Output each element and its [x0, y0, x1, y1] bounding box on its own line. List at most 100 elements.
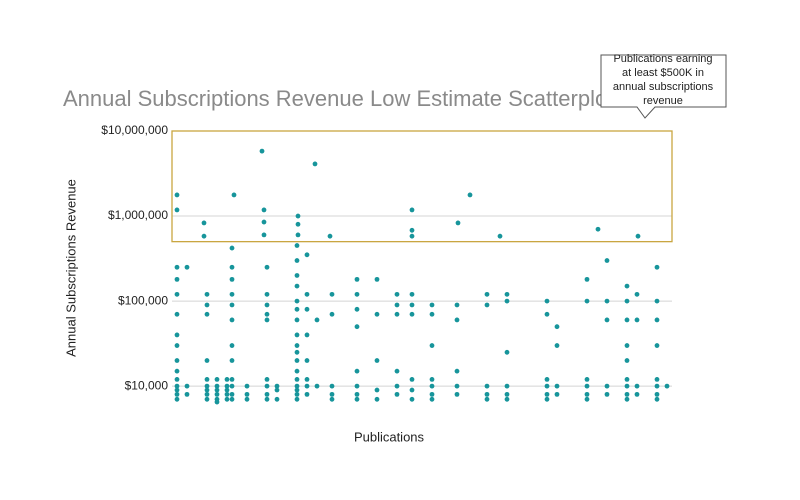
point [409, 233, 415, 239]
point [429, 396, 435, 402]
point [664, 383, 670, 389]
point [261, 232, 267, 238]
point [229, 391, 235, 397]
point [554, 391, 560, 397]
point [394, 383, 400, 389]
point [409, 302, 415, 308]
point [314, 317, 320, 323]
point [454, 368, 460, 374]
point [184, 391, 190, 397]
point [184, 383, 190, 389]
point [409, 387, 415, 393]
point [504, 349, 510, 355]
point [214, 391, 220, 397]
point [264, 302, 270, 308]
point [174, 358, 180, 363]
point [467, 192, 473, 198]
point [327, 233, 333, 239]
point [204, 291, 210, 297]
callout-box [600, 54, 727, 119]
point [312, 161, 318, 167]
point [229, 358, 235, 363]
point [354, 396, 360, 402]
point [634, 383, 640, 389]
y-tick-label: $100,000 [118, 293, 168, 307]
point [294, 343, 300, 348]
point [174, 291, 180, 297]
point [409, 376, 415, 382]
point [294, 376, 300, 382]
point [174, 343, 180, 348]
point [454, 383, 460, 389]
point [624, 376, 630, 382]
point [654, 391, 660, 397]
point [264, 311, 270, 317]
point [204, 376, 210, 382]
point [654, 383, 660, 389]
point [497, 233, 503, 239]
point [584, 396, 590, 402]
point [654, 343, 660, 348]
point [201, 233, 207, 239]
point [264, 317, 270, 323]
point [294, 283, 300, 289]
point [264, 383, 270, 389]
highlight-box [171, 130, 673, 243]
point [604, 298, 610, 304]
point [374, 311, 380, 317]
point [229, 383, 235, 389]
point [374, 358, 380, 363]
point [174, 332, 180, 338]
point [544, 298, 550, 304]
point [304, 358, 310, 363]
point [294, 358, 300, 363]
point [231, 192, 237, 198]
point [624, 391, 630, 397]
point [229, 343, 235, 348]
point [229, 291, 235, 297]
point [429, 302, 435, 308]
point [294, 258, 300, 263]
point [294, 349, 300, 355]
point [504, 391, 510, 397]
point [584, 298, 590, 304]
point [374, 276, 380, 282]
point [394, 302, 400, 308]
point [274, 387, 280, 393]
point [214, 376, 220, 382]
point [204, 302, 210, 308]
point [584, 391, 590, 397]
point [394, 368, 400, 374]
point [409, 207, 415, 213]
point [294, 391, 300, 397]
point [264, 396, 270, 402]
point [184, 264, 190, 270]
point [544, 311, 550, 317]
point [354, 383, 360, 389]
point [484, 383, 490, 389]
point [264, 376, 270, 382]
point [274, 383, 280, 389]
point [554, 343, 560, 348]
point [634, 391, 640, 397]
point [604, 317, 610, 323]
point [584, 383, 590, 389]
point [584, 276, 590, 282]
point [224, 391, 230, 397]
chart-title: Annual Subscriptions Revenue Low Estimat… [63, 86, 613, 111]
point [409, 311, 415, 317]
point [204, 311, 210, 317]
y-tick-label: $10,000,000 [101, 123, 168, 137]
point [374, 387, 380, 393]
point [624, 383, 630, 389]
y-tick-label: $10,000 [125, 378, 169, 392]
point [354, 368, 360, 374]
point [654, 264, 660, 270]
point [354, 324, 360, 330]
point [174, 207, 180, 213]
point [504, 291, 510, 297]
point [374, 396, 380, 402]
y-axis-label: Annual Subscriptions Revenue [63, 179, 78, 357]
point [604, 383, 610, 389]
